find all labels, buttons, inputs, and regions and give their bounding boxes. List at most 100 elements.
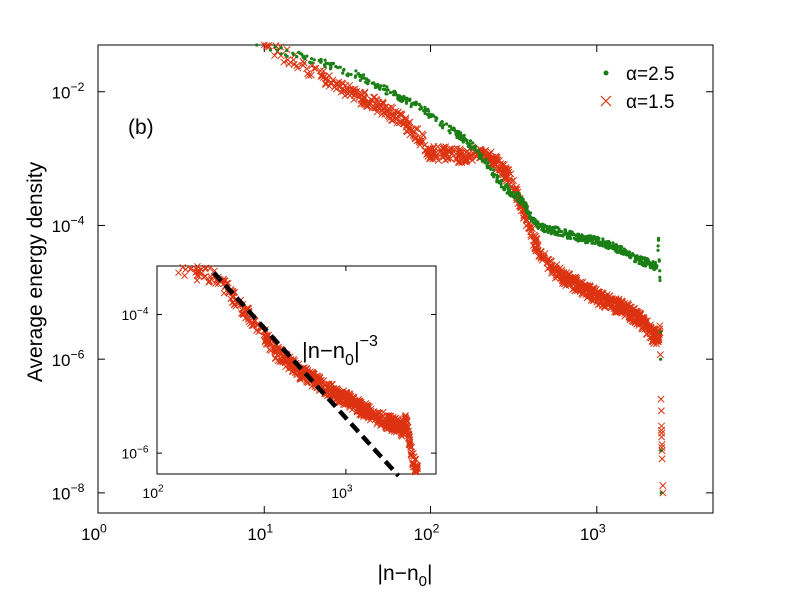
alpha-1-5-point bbox=[582, 291, 590, 299]
alpha-1-5-point bbox=[559, 280, 567, 288]
alpha-2-5-point bbox=[641, 262, 645, 267]
alpha-2-5-point bbox=[310, 61, 314, 65]
alpha-2-5-point bbox=[468, 139, 473, 143]
inset-alpha-1-5-point bbox=[182, 266, 190, 273]
inset-alpha-1-5-point bbox=[385, 417, 393, 425]
alpha-2-5-point bbox=[500, 179, 504, 183]
alpha-1-5-point bbox=[285, 60, 293, 68]
alpha-2-5-point bbox=[360, 76, 364, 80]
alpha-2-5-point bbox=[618, 248, 622, 252]
inset-alpha-1-5-point bbox=[373, 415, 380, 422]
alpha-2-5-point bbox=[651, 260, 655, 264]
alpha-2-5-point bbox=[625, 252, 629, 256]
alpha-2-5-point bbox=[658, 278, 662, 283]
alpha-2-5-point bbox=[402, 94, 406, 99]
alpha-2-5-point bbox=[527, 215, 532, 219]
alpha-2-5-point bbox=[326, 61, 330, 66]
alpha-2-5-point bbox=[492, 175, 496, 179]
inset-alpha-1-5-point bbox=[221, 277, 229, 285]
x-axis-label: |n−n0| bbox=[378, 562, 433, 590]
alpha-2-5-point bbox=[657, 258, 661, 262]
alpha-1-5-point bbox=[407, 126, 415, 134]
inset-alpha-1-5-point bbox=[352, 402, 360, 409]
alpha-2-5-point bbox=[558, 233, 563, 238]
alpha-1-5-point bbox=[321, 72, 329, 81]
inset-alpha-1-5-point bbox=[267, 347, 275, 354]
alpha-2-5-point bbox=[524, 205, 528, 210]
alpha-2-5-point bbox=[604, 243, 608, 247]
alpha-2-5-point bbox=[455, 135, 459, 140]
alpha-2-5-point bbox=[312, 58, 316, 62]
alpha-1-5-point bbox=[658, 441, 666, 449]
alpha-1-5-point bbox=[409, 131, 417, 139]
alpha-1-5-point bbox=[374, 98, 383, 106]
alpha-2-5-point bbox=[645, 261, 649, 265]
alpha-1-5-point bbox=[659, 482, 667, 490]
alpha-2-5-point bbox=[295, 55, 299, 59]
alpha-1-5-point bbox=[548, 266, 556, 275]
alpha-1-5-point bbox=[513, 186, 521, 194]
alpha-2-5-point bbox=[426, 112, 430, 117]
alpha-1-5-point bbox=[325, 82, 333, 90]
inset-alpha-1-5-point bbox=[244, 316, 252, 323]
alpha-2-5-point bbox=[386, 88, 390, 92]
alpha-2-5-point bbox=[382, 84, 386, 88]
alpha-1-5-point bbox=[432, 148, 440, 156]
alpha-1-5-point bbox=[412, 125, 420, 133]
alpha-2-5-point bbox=[560, 229, 564, 234]
alpha-1-5-point bbox=[618, 307, 626, 315]
alpha-1-5-point bbox=[426, 155, 434, 163]
alpha-2-5-point bbox=[614, 247, 618, 251]
alpha-1-5-point bbox=[564, 278, 572, 286]
inset-alpha-1-5-point bbox=[391, 415, 399, 423]
alpha-2-5-point bbox=[499, 185, 503, 189]
main-x-tick-label: 101 bbox=[247, 521, 273, 544]
alpha-1-5-point bbox=[617, 297, 625, 306]
alpha-2-5-point bbox=[474, 144, 478, 148]
alpha-2-5-point bbox=[392, 93, 396, 97]
alpha-2-5-point bbox=[529, 219, 534, 223]
alpha-1-5-point bbox=[462, 158, 470, 166]
alpha-1-5-point bbox=[360, 98, 368, 106]
alpha-2-5-point bbox=[285, 48, 289, 53]
alpha-1-5-point bbox=[576, 288, 584, 296]
inset-alpha-1-5-point bbox=[255, 328, 263, 336]
alpha-1-5-point bbox=[404, 121, 412, 129]
inset-alpha-1-5-point bbox=[317, 377, 325, 385]
inset-alpha-1-5-point bbox=[388, 425, 396, 432]
alpha-1-5-point bbox=[621, 302, 629, 311]
alpha-2-5-point bbox=[331, 62, 335, 66]
main-y-tick-label: 10−4 bbox=[52, 214, 85, 237]
alpha-1-5-point bbox=[548, 269, 556, 277]
alpha-2-5-point bbox=[490, 171, 495, 176]
alpha-2-5-point bbox=[485, 164, 489, 168]
alpha-2-5-point bbox=[515, 191, 519, 195]
alpha-1-5-point bbox=[649, 335, 657, 344]
main-y-tick-label: 10−2 bbox=[52, 80, 85, 103]
inset-alpha-1-5-point bbox=[202, 272, 209, 280]
alpha-1-5-point bbox=[378, 106, 386, 114]
inset-alpha-1-5-point bbox=[413, 468, 421, 476]
alpha-2-5-point bbox=[408, 98, 412, 102]
alpha-2-5-point bbox=[385, 85, 389, 89]
alpha-2-5-point bbox=[562, 232, 566, 236]
alpha-2-5-point bbox=[345, 73, 349, 77]
alpha-2-5-point bbox=[310, 57, 314, 61]
alpha-1-5-point bbox=[572, 276, 581, 284]
alpha-2-5-point bbox=[427, 115, 431, 119]
alpha-2-5-point bbox=[401, 99, 405, 103]
alpha-2-5-point bbox=[654, 266, 658, 270]
inset-alpha-1-5-point bbox=[375, 410, 382, 417]
alpha-2-5-point bbox=[656, 248, 660, 252]
alpha-2-5-point bbox=[338, 65, 342, 69]
alpha-2-5-point bbox=[374, 84, 378, 88]
alpha-2-5-point bbox=[633, 260, 638, 264]
alpha-1-5-point bbox=[338, 79, 346, 87]
alpha-2-5-point bbox=[366, 81, 370, 85]
inset-alpha-1-5-point bbox=[359, 411, 367, 419]
alpha-2-5-point bbox=[255, 43, 259, 47]
alpha-1-5-point bbox=[312, 64, 320, 72]
inset-x-tick-label: 102 bbox=[142, 484, 164, 501]
alpha-1-5-point bbox=[428, 151, 436, 159]
